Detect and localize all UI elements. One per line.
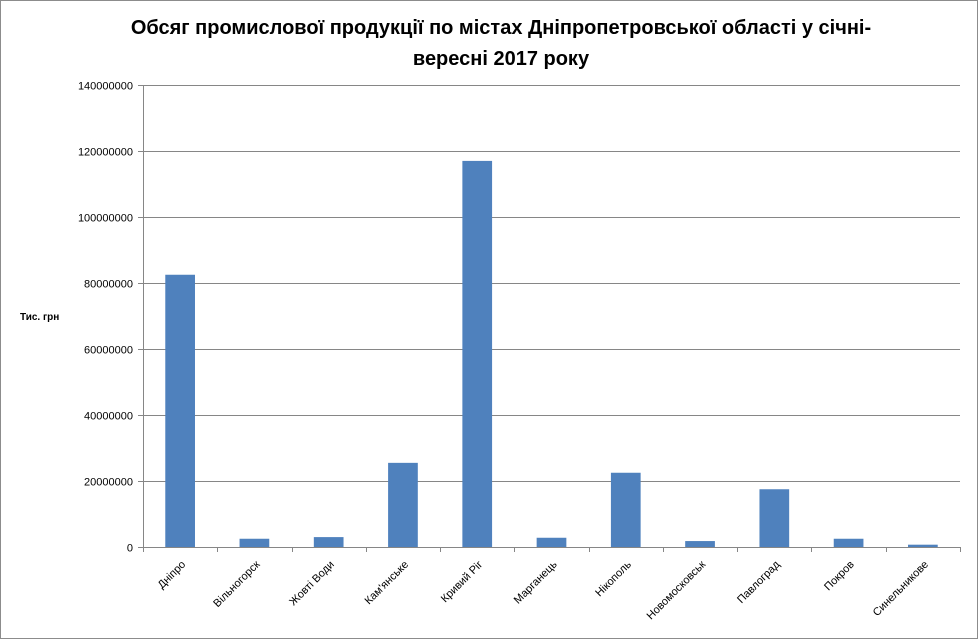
x-tick-label: Новомосковськ bbox=[645, 559, 709, 623]
x-tick-label: Дніпро bbox=[156, 559, 189, 592]
chart-title-line-1: Обсяг промислової продукції по містах Дн… bbox=[130, 17, 872, 39]
y-tick-label: 40000000 bbox=[84, 411, 133, 423]
bar bbox=[462, 160, 493, 547]
bar bbox=[313, 537, 344, 547]
chart-title-line-2: вересні 2017 року bbox=[412, 48, 590, 70]
y-tick-label: 140000000 bbox=[78, 81, 133, 93]
x-tick-label: Вільногорск bbox=[211, 559, 262, 610]
bar bbox=[685, 541, 715, 547]
x-tick-label: Нікополь bbox=[593, 558, 634, 599]
y-axis-label: Тис. грн bbox=[20, 312, 60, 323]
x-tick-label: Павлоград bbox=[735, 558, 783, 606]
bar bbox=[165, 274, 195, 547]
x-tick-label: Марганець bbox=[512, 558, 560, 606]
y-tick-label: 80000000 bbox=[84, 279, 133, 291]
bar bbox=[239, 538, 270, 547]
x-tick-label: Кривий Ріг bbox=[439, 559, 485, 605]
y-tick-label: 60000000 bbox=[84, 345, 133, 357]
bar bbox=[908, 544, 938, 547]
bar bbox=[388, 462, 418, 547]
x-tick-label: Жовті Води bbox=[287, 559, 337, 609]
y-tick-label: 100000000 bbox=[78, 213, 133, 225]
bar bbox=[536, 537, 567, 547]
y-tick-label: 120000000 bbox=[78, 147, 133, 159]
bar bbox=[833, 538, 864, 547]
x-tick-label: Синельникове bbox=[871, 559, 931, 619]
y-tick-label: 0 bbox=[127, 543, 133, 555]
x-tick-label: Покров bbox=[822, 559, 857, 594]
y-tick-label: 20000000 bbox=[84, 477, 133, 489]
bar bbox=[759, 489, 790, 547]
bar bbox=[610, 472, 641, 547]
chart-title: Обсяг промислової продукції по містах Дн… bbox=[61, 13, 941, 75]
x-tick-label: Кам'янське bbox=[363, 559, 411, 607]
